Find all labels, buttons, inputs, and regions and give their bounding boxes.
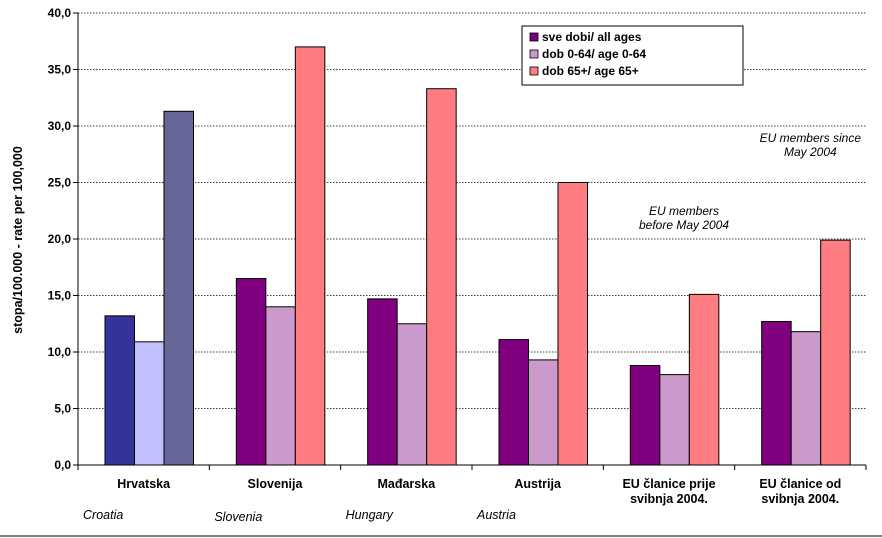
category-label: EU članice prije [622, 477, 715, 491]
category-english-label: Croatia [83, 508, 123, 522]
category-label: svibnja 2004. [761, 492, 839, 506]
bars [104, 46, 851, 466]
category-label: Mađarska [377, 477, 436, 491]
y-axis-label: stopa/100.000 - rate per 100,000 [11, 146, 25, 334]
bar [134, 341, 165, 466]
bar [528, 359, 559, 466]
legend-swatch [529, 32, 539, 42]
y-tick-label: 15,0 [48, 289, 72, 303]
bar [265, 306, 296, 466]
y-tick-label: 30,0 [48, 119, 72, 133]
bar [104, 315, 135, 466]
category-label: Austrija [514, 477, 562, 491]
y-tick-label: 5,0 [54, 402, 71, 416]
bar [294, 46, 326, 466]
x-category-labels: Hrvatska Croatia Slovenija Slovenia Mađarska… [83, 477, 841, 524]
bar [629, 365, 661, 466]
bar [426, 88, 457, 466]
category-english-label: Austria [476, 508, 516, 522]
bar [790, 331, 822, 466]
y-tick-label: 40,0 [48, 6, 72, 20]
bar [163, 110, 194, 466]
bar [688, 293, 720, 466]
annotation-text: EU members since [760, 131, 862, 145]
y-tick-labels: 0,0 5,0 10,0 15,0 20,0 25,0 30,0 35,0 40,0 [48, 6, 72, 472]
annotation-text: before May 2004 [639, 218, 729, 232]
gridlines [73, 12, 866, 466]
category-label: Slovenija [248, 477, 304, 491]
legend: sve dobi/ all ages dob 0-64/ age 0-64 dob … [521, 25, 744, 86]
category-label: EU članice od [759, 477, 841, 491]
legend-label: dob 65+/ age 65+ [542, 64, 639, 78]
category-label: Hrvatska [117, 477, 171, 491]
category-english-label: Slovenia [214, 510, 262, 524]
legend-swatch [529, 49, 539, 59]
legend-box [521, 25, 744, 86]
y-tick-label: 10,0 [48, 345, 72, 359]
legend-label: sve dobi/ all ages [542, 30, 642, 44]
bar [498, 339, 529, 466]
legend-swatch [529, 66, 539, 76]
bar [367, 298, 398, 466]
bar [761, 320, 792, 466]
legend-label: dob 0-64/ age 0-64 [542, 47, 646, 61]
bar [235, 278, 267, 466]
category-label: svibnja 2004. [630, 492, 708, 506]
y-tick-label: 35,0 [48, 63, 72, 77]
y-tick-label: 0,0 [54, 458, 71, 472]
y-tick-label: 20,0 [48, 232, 72, 246]
bar [396, 323, 428, 466]
bar [659, 374, 690, 466]
annotation-text: EU members [649, 204, 719, 218]
bar [557, 182, 588, 466]
category-english-label: Hungary [346, 508, 394, 522]
annotation-text: May 2004 [784, 145, 837, 159]
y-tick-label: 25,0 [48, 176, 72, 190]
axes [77, 13, 867, 470]
bar [820, 239, 851, 466]
